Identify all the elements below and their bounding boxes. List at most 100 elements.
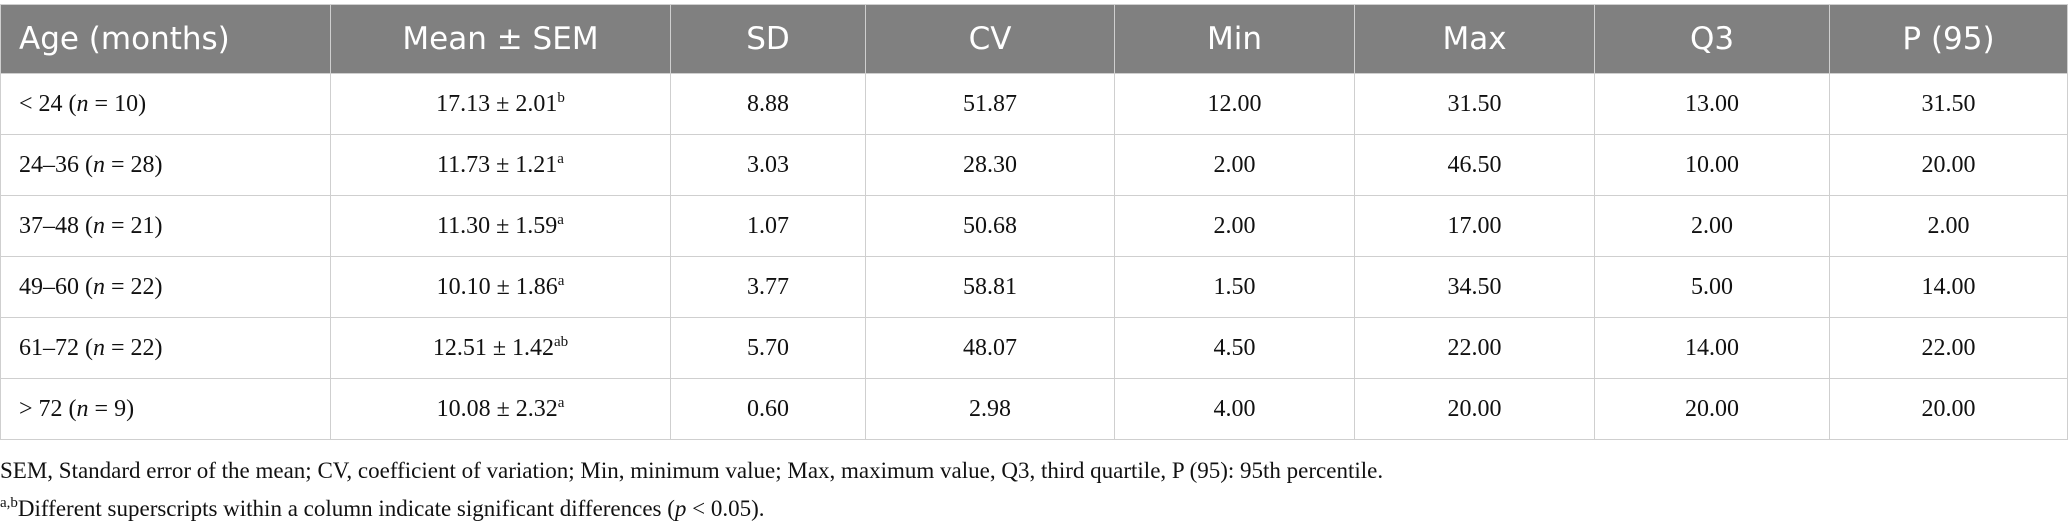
superscript: a [557, 394, 565, 411]
italic-text: n [76, 90, 89, 117]
table-cell: 4.50 [1114, 317, 1355, 379]
text: = 22) [105, 334, 163, 361]
table-cell: 14.00 [1829, 256, 2068, 318]
italic-text: n [76, 395, 89, 422]
table-cell: 37–48 (n = 21) [0, 195, 331, 257]
text: 24–36 ( [19, 151, 93, 178]
table-cell: 4.00 [1114, 378, 1355, 440]
table-row: 24–36 (n = 28) 11.73 ± 1.21a 3.03 28.30 2.00… [0, 134, 2068, 196]
table-row: > 72 (n = 9) 10.08 ± 2.32a 0.60 2.98 4.00 20.… [0, 378, 2068, 440]
table-cell: 22.00 [1354, 317, 1595, 379]
table-cell: 51.87 [865, 73, 1115, 135]
table-cell: 58.81 [865, 256, 1115, 318]
table-cell: < 24 (n = 10) [0, 73, 331, 135]
header-cell: Max [1354, 4, 1595, 74]
table-row: 61–72 (n = 22) 12.51 ± 1.42ab 5.70 48.07 4.5… [0, 317, 2068, 379]
header-cell: P (95) [1829, 4, 2068, 74]
table-row: < 24 (n = 10) 17.13 ± 2.01b 8.88 51.87 12.00… [0, 73, 2068, 135]
header-row: Age (months) Mean ± SEM SD CV Min Max Q3 P (95) [0, 4, 2068, 74]
text: = 22) [105, 273, 163, 300]
table-cell: 11.73 ± 1.21a [330, 134, 671, 196]
table-cell: 28.30 [865, 134, 1115, 196]
italic-text: n [93, 273, 105, 300]
table-cell: 10.00 [1594, 134, 1830, 196]
table-cell: 10.08 ± 2.32a [330, 378, 671, 440]
table-cell: 2.00 [1114, 195, 1355, 257]
data-table: Age (months) Mean ± SEM SD CV Min Max Q3 P (95)… [0, 4, 2068, 440]
table-cell: 50.68 [865, 195, 1115, 257]
table-cell: 61–72 (n = 22) [0, 317, 331, 379]
text: 17.13 ± 2.01 [436, 90, 558, 117]
superscript: b [557, 89, 565, 106]
superscript: a [557, 272, 565, 289]
table-cell: 49–60 (n = 22) [0, 256, 331, 318]
italic-text: n [93, 334, 105, 361]
footnote: SEM, Standard error of the mean; CV, coe… [0, 458, 1384, 483]
table-cell: 46.50 [1354, 134, 1595, 196]
italic-text: p [674, 496, 687, 521]
text: 61–72 ( [19, 334, 93, 361]
footnote: a,bDifferent superscripts within a colum… [0, 496, 765, 522]
table-cell: 10.10 ± 1.86a [330, 256, 671, 318]
table-cell: 2.00 [1594, 195, 1830, 257]
table-cell: 17.13 ± 2.01b [330, 73, 671, 135]
italic-text: n [93, 212, 105, 239]
table-cell: 5.70 [670, 317, 866, 379]
table-cell: 24–36 (n = 28) [0, 134, 331, 196]
table-cell: 3.77 [670, 256, 866, 318]
table-cell: 20.00 [1829, 134, 2068, 196]
text: < 24 ( [19, 90, 77, 117]
table-cell: 2.98 [865, 378, 1115, 440]
text: = 9) [88, 395, 135, 422]
superscript: a [557, 211, 564, 228]
table-cell: 12.00 [1114, 73, 1355, 135]
table-cell: 13.00 [1594, 73, 1830, 135]
table-cell: 22.00 [1829, 317, 2068, 379]
table-cell: 11.30 ± 1.59a [330, 195, 671, 257]
table-cell: 1.07 [670, 195, 866, 257]
text: Different superscripts within a column i… [17, 496, 675, 521]
table-body: < 24 (n = 10) 17.13 ± 2.01b 8.88 51.87 12.00… [0, 73, 2068, 440]
table-cell: 12.51 ± 1.42ab [330, 317, 671, 379]
text: 37–48 ( [19, 212, 93, 239]
table-cell: 20.00 [1594, 378, 1830, 440]
superscript: a,b [0, 495, 18, 511]
superscript: a [557, 150, 564, 167]
table-row: 37–48 (n = 21) 11.30 ± 1.59a 1.07 50.68 2.00… [0, 195, 2068, 257]
text: = 28) [105, 151, 163, 178]
table-cell: > 72 (n = 9) [0, 378, 331, 440]
text: 12.51 ± 1.42 [432, 334, 554, 361]
table-cell: 14.00 [1594, 317, 1830, 379]
text: = 10) [88, 90, 147, 117]
text: 10.10 ± 1.86 [436, 273, 558, 300]
table-cell: 17.00 [1354, 195, 1595, 257]
header-cell: CV [865, 4, 1115, 74]
table-cell: 3.03 [670, 134, 866, 196]
table-cell: 2.00 [1114, 134, 1355, 196]
table-cell: 31.50 [1354, 73, 1595, 135]
text: 10.08 ± 2.32 [436, 395, 558, 422]
superscript: ab [554, 333, 569, 350]
header-cell: Mean ± SEM [330, 4, 671, 74]
text: = 21) [105, 212, 163, 239]
header-cell: Min [1114, 4, 1355, 74]
table-cell: 8.88 [670, 73, 866, 135]
table-cell: 31.50 [1829, 73, 2068, 135]
table-cell: 20.00 [1354, 378, 1595, 440]
italic-text: n [93, 151, 105, 178]
header-cell: Q3 [1594, 4, 1830, 74]
table-cell: 34.50 [1354, 256, 1595, 318]
table-cell: 5.00 [1594, 256, 1830, 318]
table-cell: 48.07 [865, 317, 1115, 379]
table-cell: 2.00 [1829, 195, 2068, 257]
text: > 72 ( [19, 395, 77, 422]
text: 49–60 ( [19, 273, 93, 300]
table-row: 49–60 (n = 22) 10.10 ± 1.86a 3.77 58.81 1.50… [0, 256, 2068, 318]
text: 11.30 ± 1.59 [437, 212, 558, 239]
text: 11.73 ± 1.21 [437, 151, 558, 178]
table-cell: 1.50 [1114, 256, 1355, 318]
header-cell: SD [670, 4, 866, 74]
table-cell: 0.60 [670, 378, 866, 440]
table-cell: 20.00 [1829, 378, 2068, 440]
text: < 0.05). [686, 496, 765, 521]
